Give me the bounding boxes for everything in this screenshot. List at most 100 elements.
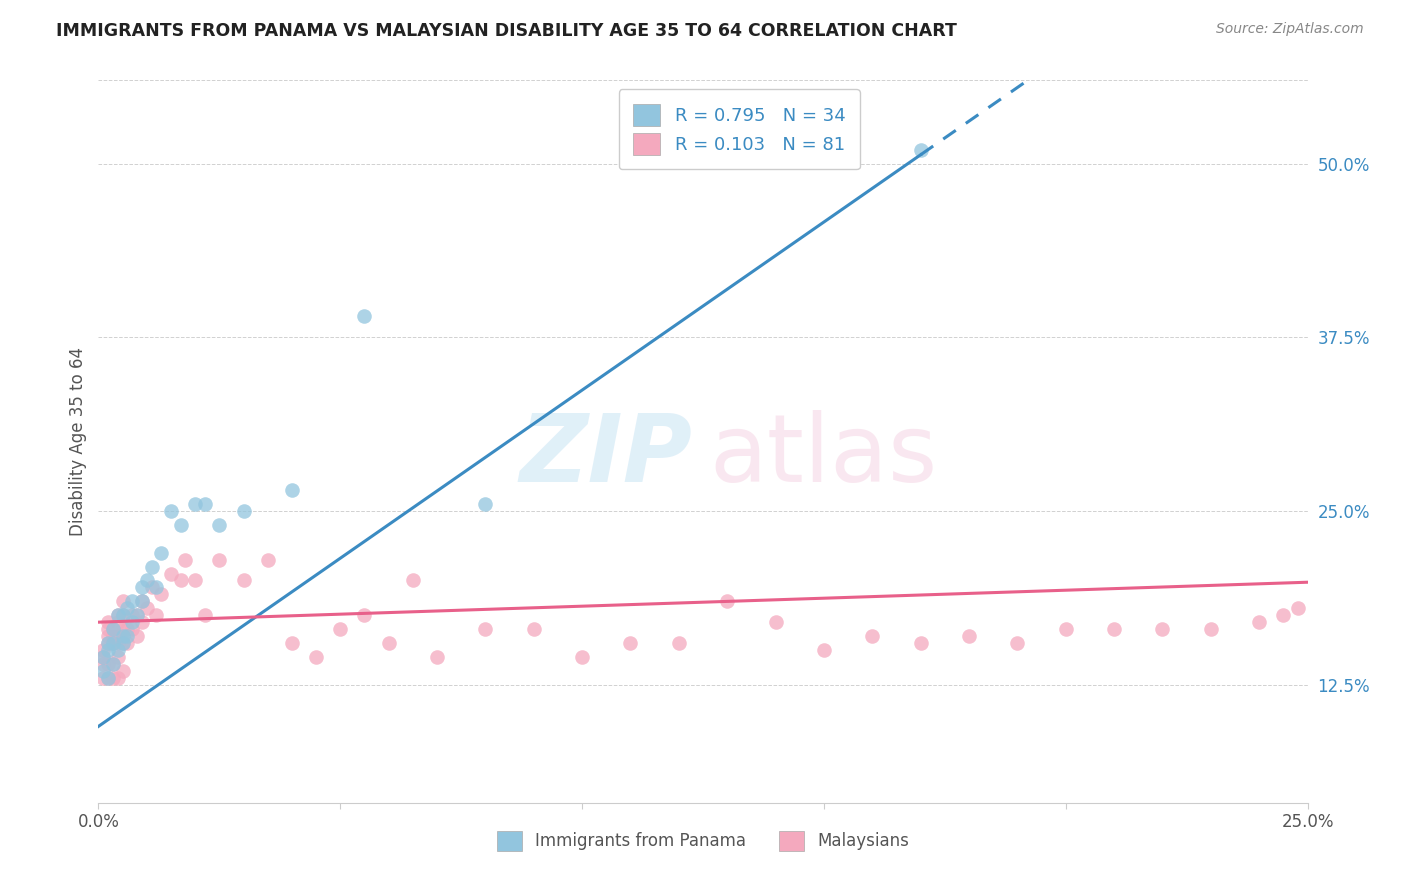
Point: [97, 671, 120, 685]
Point: [1054, 622, 1077, 636]
Point: [97, 657, 120, 671]
Point: [160, 566, 183, 581]
Point: [619, 636, 641, 650]
Point: [111, 636, 134, 650]
Point: [860, 629, 883, 643]
Point: [184, 497, 207, 511]
Point: [208, 552, 231, 566]
Point: [426, 649, 449, 664]
Point: [194, 497, 217, 511]
Text: IMMIGRANTS FROM PANAMA VS MALAYSIAN DISABILITY AGE 35 TO 64 CORRELATION CHART: IMMIGRANTS FROM PANAMA VS MALAYSIAN DISA…: [56, 22, 957, 40]
Point: [107, 629, 129, 643]
Point: [1364, 566, 1386, 581]
Point: [91, 671, 114, 685]
Point: [97, 622, 120, 636]
Point: [107, 636, 129, 650]
Point: [1320, 587, 1343, 601]
Point: [101, 622, 124, 636]
Text: Source: ZipAtlas.com: Source: ZipAtlas.com: [1216, 22, 1364, 37]
Point: [1306, 594, 1329, 608]
Point: [353, 608, 375, 623]
Point: [97, 636, 120, 650]
Point: [281, 483, 304, 498]
Point: [101, 657, 124, 671]
Point: [571, 649, 593, 664]
Point: [1286, 601, 1309, 615]
Point: [208, 517, 231, 532]
Point: [111, 664, 134, 678]
Point: [111, 622, 134, 636]
Point: [145, 581, 167, 595]
Point: [121, 615, 143, 630]
Point: [141, 559, 163, 574]
Point: [169, 517, 191, 532]
Point: [97, 629, 120, 643]
Point: [131, 581, 153, 595]
Point: [1272, 608, 1295, 623]
Point: [91, 649, 114, 664]
Point: [1354, 574, 1376, 588]
Point: [91, 657, 114, 671]
Point: [474, 497, 496, 511]
Point: [111, 608, 134, 623]
Point: [101, 622, 124, 636]
Point: [305, 649, 328, 664]
Point: [474, 622, 496, 636]
Point: [97, 636, 120, 650]
Point: [97, 615, 120, 630]
Point: [91, 664, 114, 678]
Point: [117, 629, 139, 643]
Point: [150, 546, 173, 560]
Point: [101, 671, 124, 685]
Point: [1199, 622, 1222, 636]
Point: [281, 636, 304, 650]
Point: [1374, 581, 1396, 595]
Point: [91, 643, 114, 657]
Point: [107, 643, 129, 657]
Point: [107, 608, 129, 623]
Point: [127, 608, 149, 623]
Point: [668, 636, 690, 650]
Point: [957, 629, 980, 643]
Point: [1344, 574, 1367, 588]
Point: [256, 552, 278, 566]
Point: [97, 671, 120, 685]
Point: [127, 608, 149, 623]
Legend: Immigrants from Panama, Malaysians: Immigrants from Panama, Malaysians: [488, 822, 918, 860]
Point: [111, 608, 134, 623]
Point: [145, 608, 167, 623]
Point: [117, 636, 139, 650]
Point: [141, 581, 163, 595]
Point: [101, 657, 124, 671]
Point: [232, 574, 254, 588]
Point: [107, 615, 129, 630]
Point: [111, 636, 134, 650]
Point: [111, 594, 134, 608]
Point: [523, 622, 546, 636]
Point: [131, 594, 153, 608]
Point: [910, 636, 932, 650]
Point: [107, 671, 129, 685]
Point: [107, 649, 129, 664]
Point: [135, 574, 157, 588]
Point: [329, 622, 352, 636]
Point: [121, 594, 143, 608]
Point: [232, 504, 254, 518]
Point: [910, 143, 932, 157]
Point: [1336, 581, 1358, 595]
Point: [121, 622, 143, 636]
Point: [131, 615, 153, 630]
Point: [101, 629, 124, 643]
Point: [121, 608, 143, 623]
Point: [1152, 622, 1174, 636]
Point: [150, 587, 173, 601]
Point: [117, 622, 139, 636]
Point: [765, 615, 787, 630]
Point: [1249, 615, 1271, 630]
Point: [127, 629, 149, 643]
Point: [1007, 636, 1029, 650]
Point: [131, 594, 153, 608]
Point: [135, 601, 157, 615]
Point: [117, 601, 139, 615]
Point: [184, 574, 207, 588]
